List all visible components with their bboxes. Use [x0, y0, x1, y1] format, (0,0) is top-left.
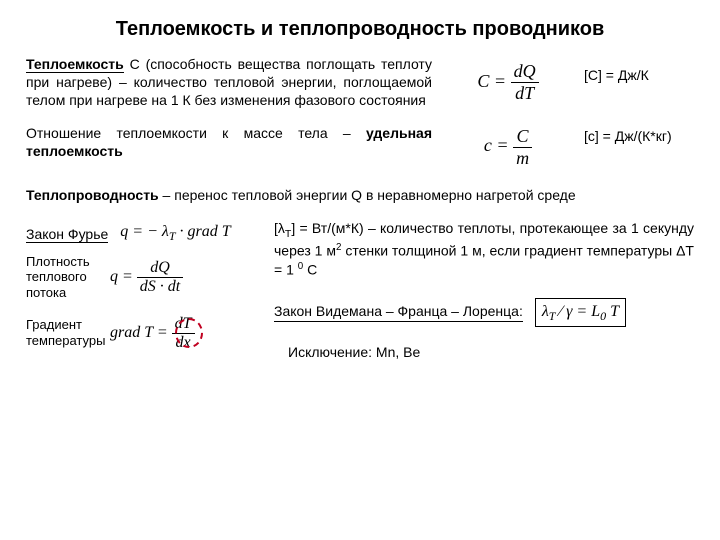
- wiedemann-franz-formula: λT ⁄ γ = L0 T: [535, 298, 626, 327]
- heat-capacity-row: Теплоемкость C (способность вещества пог…: [26, 55, 694, 110]
- unit-c: [c] = Дж/(К*кг): [584, 124, 694, 144]
- lower-section: Закон Фурье q = − λT · grad T Плотность …: [26, 219, 694, 362]
- unit-C: [C] = Дж/К: [584, 55, 694, 83]
- fourier-law-label: Закон Фурье: [26, 226, 108, 243]
- formula-C: C = dQ dT: [448, 55, 568, 104]
- thermal-conductivity-def: Теплопроводность – перенос тепловой энер…: [26, 187, 694, 203]
- specific-heat-definition: Отношение теплоемкости к массе тела – уд…: [26, 124, 432, 160]
- c-equals: c = C m: [484, 135, 532, 155]
- lambda-description: [λT] = Вт/(м*К) – количество теплоты, пр…: [274, 219, 694, 280]
- heat-capacity-definition: Теплоемкость C (способность вещества пог…: [26, 55, 432, 110]
- wiedemann-franz-label: Закон Видемана – Франца – Лоренца:: [274, 302, 523, 322]
- term-heat-capacity: Теплоемкость: [26, 56, 124, 73]
- wiedemann-franz-row: Закон Видемана – Франца – Лоренца: λT ⁄ …: [274, 298, 694, 327]
- specific-heat-pre: Отношение теплоемкости к массе тела –: [26, 125, 366, 141]
- gradient-label: Градиент температуры: [26, 317, 98, 348]
- formula-fourier: q = − λT · grad T: [120, 223, 230, 244]
- specific-heat-row: Отношение теплоемкости к массе тела – уд…: [26, 124, 694, 169]
- heat-flux-label: Плотность теплового потока: [26, 254, 98, 301]
- highlight-circle-icon: [175, 318, 203, 348]
- C-equals: C = dQ dT: [477, 71, 538, 91]
- right-column: [λT] = Вт/(м*К) – количество теплоты, пр…: [274, 219, 694, 362]
- exception-text: Исключение: Mn, Be: [288, 343, 694, 362]
- formula-heat-flux: q = dQ dS · dt: [110, 259, 183, 296]
- slide-title: Теплоемкость и теплопроводность проводни…: [26, 18, 694, 41]
- term-thermal-conductivity: Теплопроводность: [26, 187, 159, 203]
- gradient-block: Градиент температуры grad T = dT dx: [26, 315, 256, 352]
- thermal-conductivity-text: – перенос тепловой энергии Q в неравноме…: [159, 187, 576, 203]
- formula-c: c = C m: [448, 124, 568, 169]
- left-column: Закон Фурье q = − λT · grad T Плотность …: [26, 219, 256, 362]
- heat-flux-block: Плотность теплового потока q = dQ dS · d…: [26, 254, 256, 301]
- slide: Теплоемкость и теплопроводность проводни…: [0, 0, 720, 540]
